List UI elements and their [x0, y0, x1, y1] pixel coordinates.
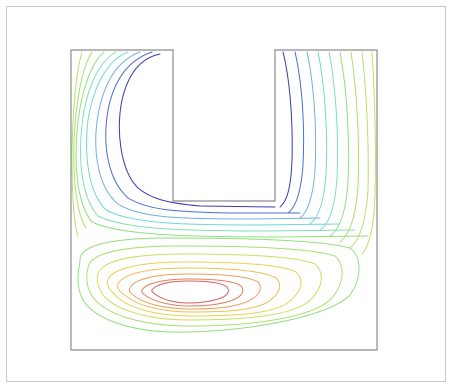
- contour-line: [118, 53, 276, 208]
- contour-line: [339, 51, 360, 243]
- domain-boundary: [70, 49, 378, 351]
- contour-line: [86, 245, 343, 327]
- contour-line: [329, 51, 350, 237]
- contour-line: [80, 51, 356, 232]
- contour-line: [151, 280, 229, 304]
- contour-line: [73, 51, 93, 229]
- contour-line: [107, 261, 302, 317]
- contour-line: [71, 51, 83, 237]
- contour-line: [86, 51, 341, 226]
- contour-line: [361, 51, 376, 255]
- left-leg-contours: [71, 51, 369, 238]
- contour-line: [279, 51, 293, 208]
- contour-line: [128, 273, 261, 310]
- contour-line: [77, 237, 360, 333]
- contour-line: [141, 278, 244, 307]
- contour-line: [96, 253, 322, 321]
- contour-line: [95, 51, 321, 220]
- contour-line: [319, 51, 339, 231]
- contour-line: [349, 51, 369, 249]
- contour-line: [117, 267, 281, 313]
- right-leg-contours: [279, 51, 376, 255]
- contour-line: [299, 51, 317, 219]
- contour-line: [287, 51, 305, 214]
- contour-line: [75, 51, 369, 238]
- contour-line: [309, 51, 328, 225]
- bottom-vortex-contours: [77, 237, 360, 333]
- contour-line: [105, 51, 301, 214]
